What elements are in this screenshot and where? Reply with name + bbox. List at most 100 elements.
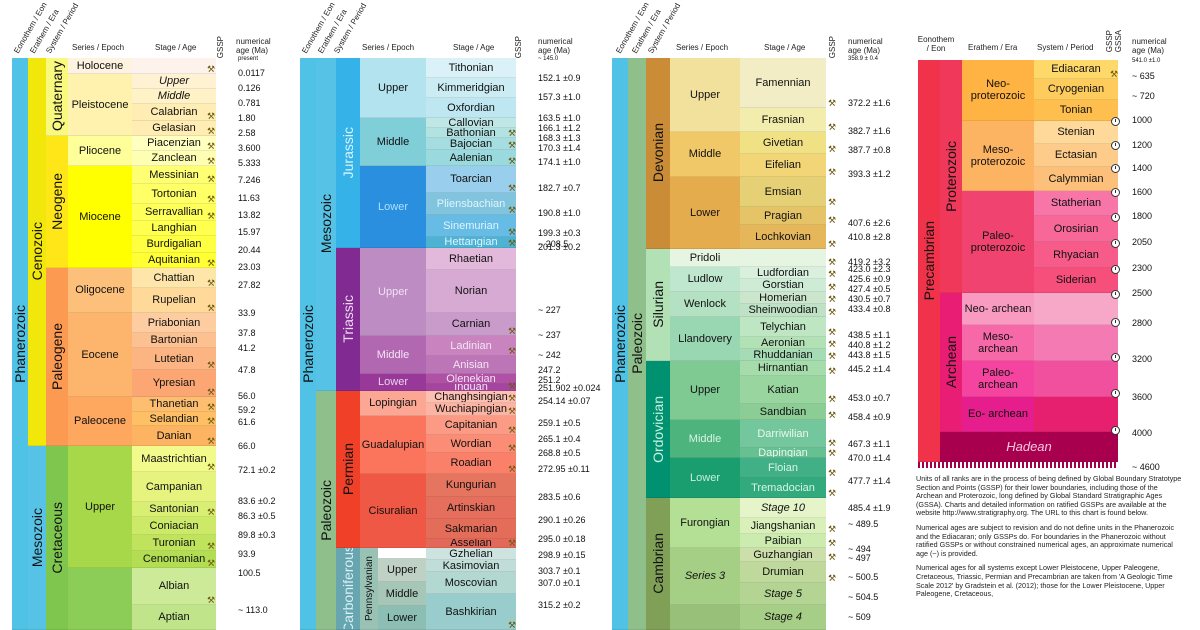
numerical-age: 467.3 ±1.1 bbox=[848, 439, 891, 449]
stage-label: Floian bbox=[768, 461, 798, 474]
stage-cell: Emsian bbox=[740, 177, 826, 207]
stage-cell: Sheinwoodian bbox=[740, 304, 826, 317]
stage-cell: Aeronian bbox=[740, 337, 826, 349]
stage-cell: Campanian bbox=[132, 472, 216, 502]
numerical-age: 7.246 bbox=[238, 175, 261, 185]
stage-label: Jiangshanian bbox=[750, 519, 816, 532]
gssp-spike-icon: ⚒ bbox=[207, 360, 216, 370]
numerical-age: 410.8 ±2.8 bbox=[848, 232, 891, 242]
numerical-age: 2300 bbox=[1132, 263, 1153, 273]
numerical-age: 182.7 ±0.7 bbox=[538, 183, 581, 193]
subsystem-pennsylvanian: Pennsylvanian bbox=[360, 548, 378, 630]
stage-cell: Givetian bbox=[740, 132, 826, 154]
numerical-age: ~ 145.0 bbox=[538, 56, 559, 62]
gssp-spike-icon: ⚒ bbox=[207, 126, 216, 136]
series-pleistocene: Pleistocene bbox=[68, 74, 132, 136]
stage-label: Bashkirian bbox=[445, 605, 497, 618]
stage-cell: Paibian bbox=[740, 534, 826, 548]
numerical-age: ~ 504.5 bbox=[848, 592, 879, 602]
gssp-spike-icon: ⚒ bbox=[207, 462, 216, 472]
era-paleozoic: Paleozoic bbox=[628, 58, 646, 630]
stage-cell: Wordian bbox=[426, 435, 516, 453]
stage-label: Zanclean bbox=[151, 152, 197, 164]
archean-no-system-paleo bbox=[1034, 361, 1118, 397]
gssa-clock-icon bbox=[1111, 426, 1120, 435]
header-age: numerical age (Ma) bbox=[848, 37, 883, 55]
stage-label: Bartonian bbox=[150, 334, 198, 346]
numerical-age: 66.0 bbox=[238, 441, 256, 451]
numerical-age: 443.8 ±1.5 bbox=[848, 350, 891, 360]
system-ordovician: Ordovician bbox=[646, 361, 670, 498]
stage-cell: Messinian bbox=[132, 166, 216, 184]
stage-cell: Lutetian bbox=[132, 348, 216, 370]
gssp-spike-icon: ⚒ bbox=[508, 183, 517, 193]
stage-label: Wuchiapingian bbox=[435, 403, 507, 415]
stage-cell: Sandbian bbox=[740, 404, 826, 420]
gssp-spike-icon: ⚒ bbox=[508, 227, 517, 237]
header-gssp: GSSP bbox=[514, 36, 523, 59]
stage-label: Langhian bbox=[151, 222, 197, 234]
numerical-age: 13.82 bbox=[238, 210, 261, 220]
gssp-spike-icon: ⚒ bbox=[828, 524, 837, 534]
series-middle-triassic: Middle bbox=[360, 336, 426, 374]
gssp-spike-icon: ⚒ bbox=[207, 111, 216, 121]
eon-archean: Archean bbox=[940, 293, 962, 432]
gssp-spike-icon: ⚒ bbox=[828, 488, 837, 498]
stage-cell: Kasimovian bbox=[426, 560, 516, 572]
header-series: Series / Epoch bbox=[72, 43, 125, 52]
gssp-spike-icon: ⚒ bbox=[207, 194, 216, 204]
gssp-spike-icon: ⚒ bbox=[828, 294, 837, 304]
stage-label: Lochkovian bbox=[755, 230, 811, 243]
numerical-age: 419.2 ±3.2 bbox=[848, 257, 891, 267]
stage-label: Turonian bbox=[152, 536, 196, 549]
stage-label: Ladinian bbox=[450, 339, 492, 352]
series-lower-jurassic: Lower bbox=[360, 166, 426, 248]
stage-cell: Tithonian bbox=[426, 58, 516, 78]
gssp-spike-icon: ⚒ bbox=[828, 552, 837, 562]
gssp-spike-icon: ⚒ bbox=[207, 278, 216, 288]
stage-label: Capitanian bbox=[444, 419, 498, 431]
numerical-age: 2.58 bbox=[238, 128, 256, 138]
gssp-spike-icon: ⚒ bbox=[207, 211, 216, 221]
gssp-spike-icon: ⚒ bbox=[828, 410, 837, 420]
stage-cell: Burdigalian bbox=[132, 236, 216, 253]
stage-label: Burdigalian bbox=[146, 238, 202, 250]
series-middle-jurassic: Middle bbox=[360, 118, 426, 166]
series-middle-pennsylvanian: Middle bbox=[378, 582, 426, 606]
numerical-age: 11.63 bbox=[238, 193, 260, 203]
eon-hadean: Hadean bbox=[940, 432, 1118, 462]
stage-label: Ediacaran bbox=[1051, 63, 1101, 75]
eon-phanerozoic: Phanerozoic bbox=[12, 58, 28, 630]
numerical-age: ~ 227 bbox=[538, 305, 561, 315]
gssp-spike-icon: ⚒ bbox=[207, 258, 216, 268]
numerical-age: 72.1 ±0.2 bbox=[238, 465, 276, 475]
numerical-age: 440.8 ±1.2 bbox=[848, 340, 891, 350]
stage-label: Danian bbox=[156, 429, 192, 442]
system-paleogene: Paleogene bbox=[46, 268, 68, 446]
series-lower-devonian: Lower bbox=[670, 177, 740, 249]
stage-cell: Rhuddanian bbox=[740, 349, 826, 361]
numerical-age: 303.7 ±0.1 bbox=[538, 566, 581, 576]
stage-label: Rhyacian bbox=[1053, 248, 1099, 261]
era-mesoproterozoic: Meso- proterozoic bbox=[962, 121, 1034, 191]
numerical-age: 27.82 bbox=[238, 280, 261, 290]
system-jurassic: Jurassic bbox=[336, 58, 360, 248]
gssp-spike-icon: ⚒ bbox=[508, 620, 517, 630]
numerical-age: 0.126 bbox=[238, 83, 261, 93]
stage-cell: Toarcian bbox=[426, 166, 516, 193]
gssp-spike-icon: ⚒ bbox=[508, 464, 517, 474]
eon-proterozoic: Proterozoic bbox=[940, 60, 962, 293]
gssa-clock-icon bbox=[1111, 117, 1120, 126]
era-mesozoic: Mesozoic bbox=[316, 58, 336, 391]
gssp-spike-icon: ⚒ bbox=[508, 128, 517, 138]
header-erathem: Erathem / Era bbox=[968, 43, 1018, 52]
header-series: Series / Epoch bbox=[676, 43, 729, 52]
stage-cell: Stage 5 bbox=[740, 583, 826, 605]
numerical-age: 2500 bbox=[1132, 288, 1153, 298]
numerical-age: 0.781 bbox=[238, 98, 261, 108]
stage-cell: Gorstian bbox=[740, 279, 826, 292]
series-lower-cretaceous bbox=[68, 568, 132, 630]
numerical-age: 382.7 ±1.6 bbox=[848, 126, 891, 136]
stage-label: Upper bbox=[159, 75, 189, 87]
stage-label: Statherian bbox=[1050, 197, 1102, 209]
